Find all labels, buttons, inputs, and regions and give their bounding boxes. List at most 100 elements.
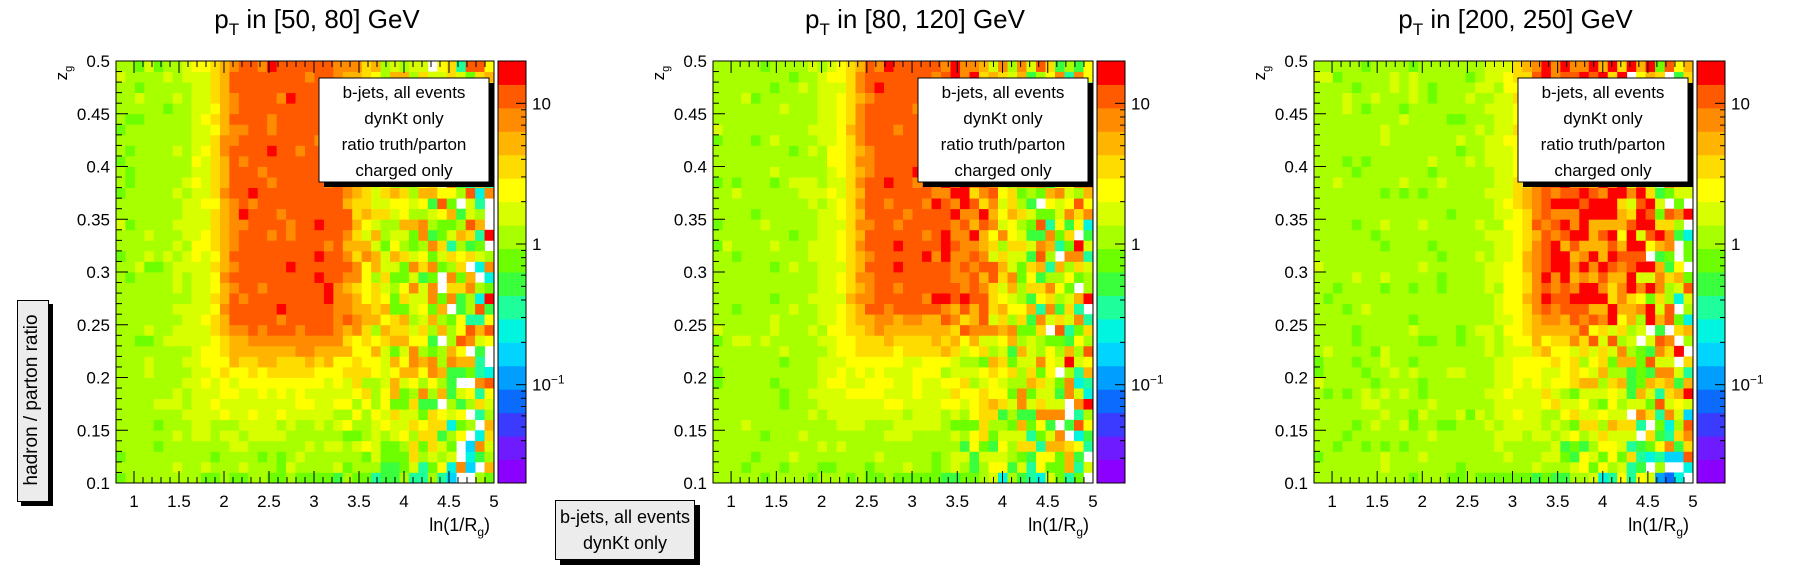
heatmap-cell — [248, 388, 258, 399]
heatmap-cell — [248, 261, 258, 272]
heatmap-cell — [343, 188, 353, 199]
heatmap-cell — [116, 261, 126, 272]
heatmap-cell — [1437, 209, 1447, 220]
heatmap-cell — [1314, 441, 1324, 452]
heatmap-cell — [267, 135, 277, 146]
heatmap-cell — [400, 335, 410, 346]
heatmap-cell — [1485, 293, 1495, 304]
heatmap-cell — [267, 283, 277, 294]
heatmap-cell — [248, 177, 258, 188]
heatmap-cell — [941, 420, 951, 431]
heatmap-cell — [1428, 367, 1438, 378]
heatmap-cell — [1065, 335, 1075, 346]
heatmap-cell — [1522, 441, 1532, 452]
heatmap-cell — [296, 156, 306, 167]
heatmap-cell — [1017, 61, 1027, 72]
heatmap-cell — [1560, 409, 1570, 420]
heatmap-cell — [1532, 198, 1542, 209]
heatmap-cell — [808, 293, 818, 304]
heatmap-cell — [960, 420, 970, 431]
heatmap-cell — [305, 367, 315, 378]
heatmap-cell — [1504, 272, 1514, 283]
heatmap-cell — [742, 367, 752, 378]
heatmap-cell — [456, 420, 466, 431]
heatmap-cell — [1323, 114, 1333, 125]
heatmap-cell — [1598, 304, 1608, 315]
heatmap-cell — [1475, 219, 1485, 230]
heatmap-cell — [296, 272, 306, 283]
heatmap-cell — [856, 230, 866, 241]
heatmap-cell — [182, 72, 192, 83]
heatmap-cell — [1485, 230, 1495, 241]
heatmap-cell — [1570, 356, 1580, 367]
heatmap-cell — [1551, 335, 1561, 346]
heatmap-cell — [305, 72, 315, 83]
heatmap-cell — [1447, 219, 1457, 230]
heatmap-cell — [808, 240, 818, 251]
heatmap-cell — [1017, 209, 1027, 220]
heatmap-cell — [1636, 378, 1646, 389]
heatmap-cell — [229, 93, 239, 104]
heatmap-cell — [125, 272, 135, 283]
heatmap-cell — [922, 378, 932, 389]
heatmap-cell — [713, 451, 723, 462]
heatmap-cell — [211, 346, 221, 357]
heatmap-cell — [1466, 261, 1476, 272]
heatmap-cell — [116, 114, 126, 125]
heatmap-cell — [789, 82, 799, 93]
heatmap-cell — [770, 177, 780, 188]
heatmap-cell — [229, 472, 239, 483]
heatmap-cell — [1036, 240, 1046, 251]
heatmap-cell — [799, 293, 809, 304]
heatmap-cell — [211, 378, 221, 389]
heatmap-cell — [913, 451, 923, 462]
heatmap-cell — [723, 283, 733, 294]
heatmap-cell — [1380, 103, 1390, 114]
heatmap-cell — [201, 156, 211, 167]
heatmap-cell — [182, 230, 192, 241]
heatmap-cell — [723, 251, 733, 262]
heatmap-cell — [1466, 103, 1476, 114]
heatmap-cell — [751, 462, 761, 473]
heatmap-cell — [1323, 314, 1333, 325]
heatmap-cell — [1418, 451, 1428, 462]
heatmap-cell — [941, 251, 951, 262]
heatmap-cell — [884, 240, 894, 251]
heatmap-cell — [1323, 240, 1333, 251]
heatmap-cell — [732, 209, 742, 220]
heatmap-cell — [116, 93, 126, 104]
heatmap-cell — [1466, 156, 1476, 167]
heatmap-cell — [789, 177, 799, 188]
heatmap-cell — [1655, 399, 1665, 410]
heatmap-cell — [922, 346, 932, 357]
heatmap-cell — [1065, 451, 1075, 462]
heatmap-cell — [1485, 314, 1495, 325]
heatmap-cell — [286, 167, 296, 178]
heatmap-cell — [305, 378, 315, 389]
heatmap-cell — [220, 261, 230, 272]
heatmap-cell — [220, 399, 230, 410]
heatmap-cell — [192, 399, 202, 410]
heatmap-cell — [713, 230, 723, 241]
heatmap-cell — [390, 188, 400, 199]
heatmap-cell — [799, 251, 809, 262]
colorbar-swatch — [498, 342, 526, 366]
heatmap-cell — [239, 198, 249, 209]
heatmap-cell — [192, 82, 202, 93]
heatmap-cell — [125, 198, 135, 209]
heatmap-cell — [239, 388, 249, 399]
heatmap-cell — [1598, 367, 1608, 378]
heatmap-cell — [1532, 378, 1542, 389]
heatmap-cell — [333, 346, 343, 357]
heatmap-cell — [827, 177, 837, 188]
heatmap-cell — [1579, 230, 1589, 241]
heatmap-cell — [1608, 209, 1618, 220]
heatmap-cell — [1428, 283, 1438, 294]
heatmap-cell — [154, 472, 164, 483]
heatmap-cell — [201, 261, 211, 272]
heatmap-cell — [1447, 472, 1457, 483]
heatmap-cell — [201, 430, 211, 441]
heatmap-cell — [1027, 367, 1037, 378]
heatmap-cell — [447, 441, 457, 452]
heatmap-cell — [932, 472, 942, 483]
